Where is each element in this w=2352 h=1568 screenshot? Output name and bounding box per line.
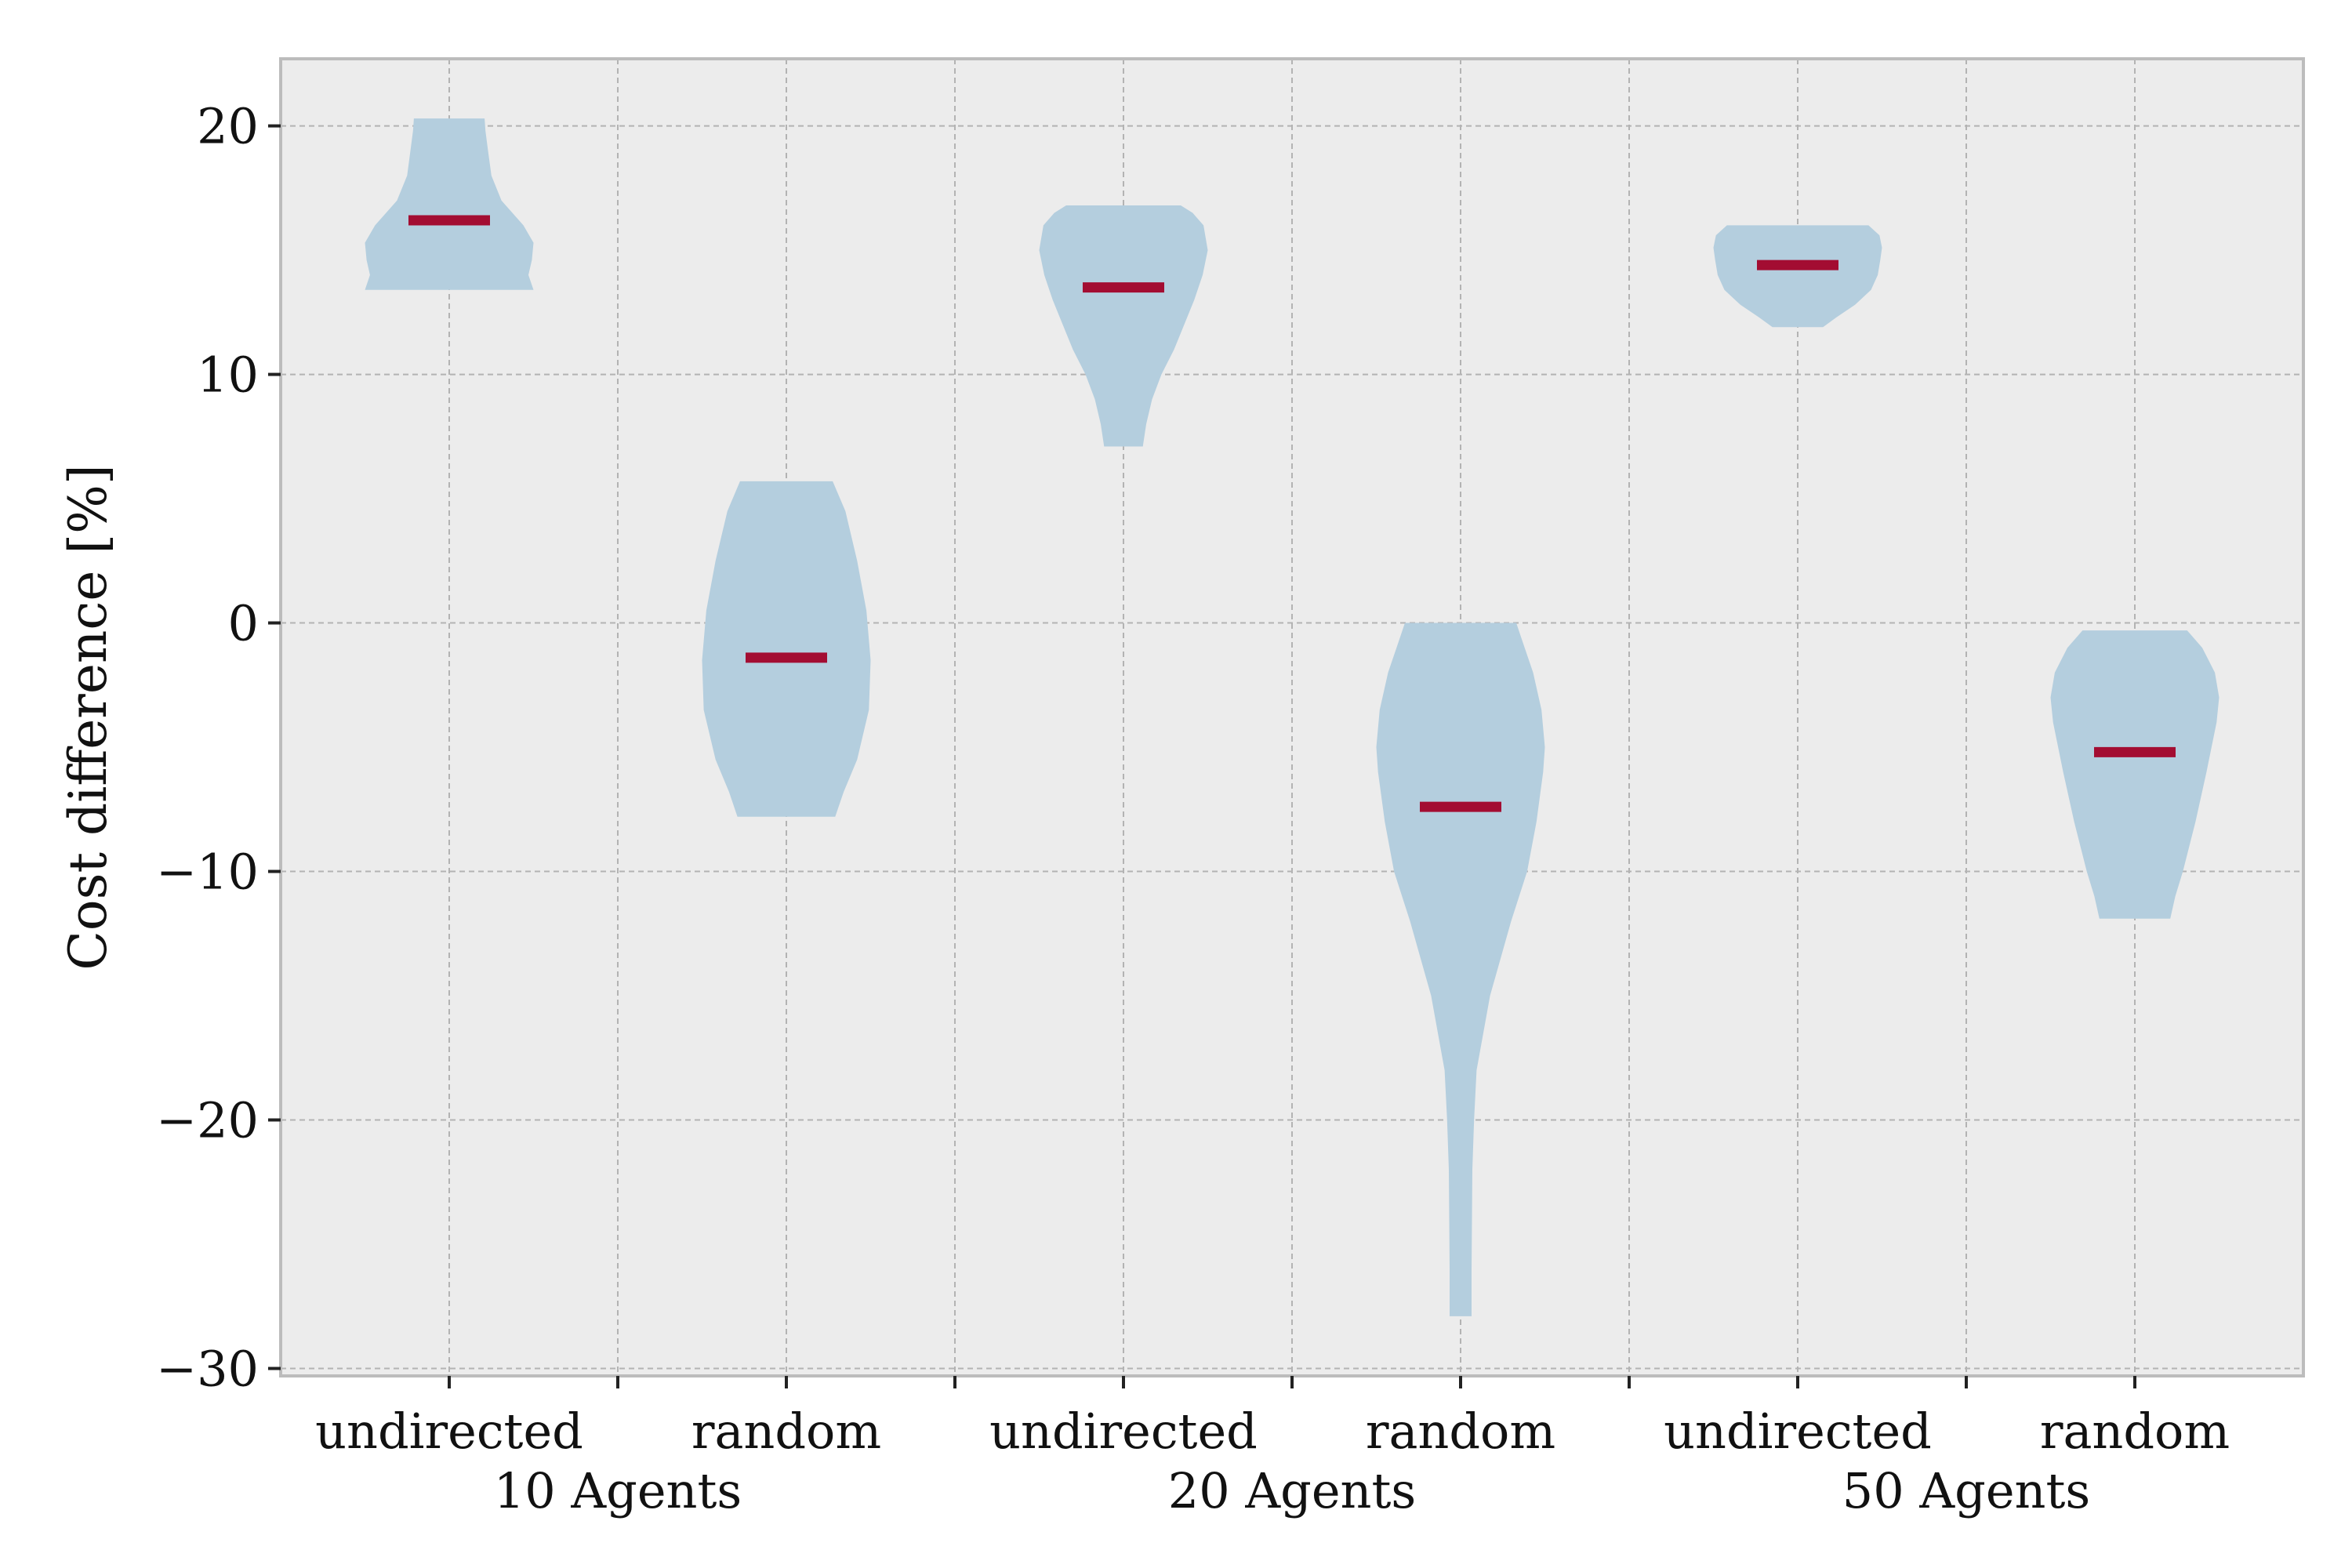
grid-lines — [281, 59, 2303, 1376]
y-tick-label: 0 — [228, 595, 259, 652]
violin-random-10-agents — [702, 481, 871, 817]
x-tick-label: undirected — [315, 1403, 583, 1460]
y-tick-label: −10 — [156, 844, 259, 901]
y-tick-label: 20 — [197, 98, 259, 155]
violin-undirected-10-agents — [365, 118, 534, 290]
violins — [365, 118, 2220, 1316]
x-group-label: 10 Agents — [494, 1462, 742, 1519]
violin-random-50-agents — [2050, 630, 2220, 919]
x-tick-label: undirected — [1664, 1403, 1932, 1460]
violin-undirected-50-agents — [1713, 225, 1882, 328]
y-tick-label: −20 — [156, 1092, 259, 1149]
x-group-label: 50 Agents — [1842, 1462, 2090, 1519]
median-lines — [408, 215, 2176, 812]
violin-undirected-20-agents — [1039, 205, 1208, 447]
y-tick-label: 10 — [197, 347, 259, 404]
x-axis-ticks: undirected random undirected random undirect… — [315, 1376, 2230, 1519]
x-tick-label: random — [2040, 1403, 2230, 1460]
y-tick-label: −30 — [156, 1340, 259, 1397]
y-axis-label: Cost difference [%] — [58, 464, 118, 970]
y-axis-ticks: −30 −20 −10 0 10 20 — [156, 98, 281, 1397]
x-tick-label: undirected — [989, 1403, 1258, 1460]
x-tick-label: random — [1366, 1403, 1555, 1460]
x-tick-label: random — [691, 1403, 881, 1460]
violin-random-20-agents — [1376, 622, 1545, 1316]
x-group-label: 20 Agents — [1168, 1462, 1416, 1519]
